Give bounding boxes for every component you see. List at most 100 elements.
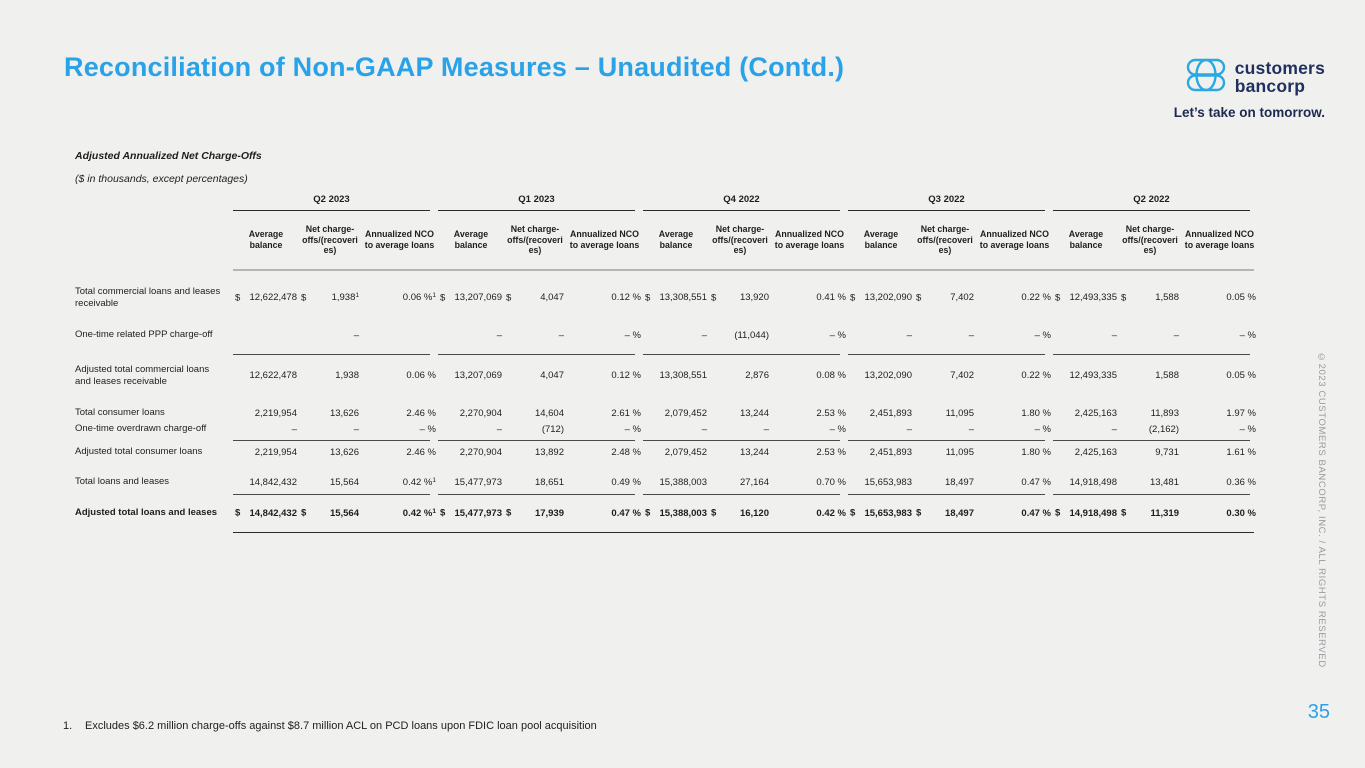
table-cell	[233, 330, 299, 341]
table-cell: $4,047	[506, 292, 564, 303]
quarter-values: – (2,162) – %	[1053, 424, 1258, 435]
quarter-values: 2,219,954 13,626 2.46 %	[233, 408, 438, 419]
dollar-sign: $	[506, 507, 512, 519]
table-cell: $17,939	[506, 507, 564, 519]
dollar-sign: $	[850, 292, 856, 303]
table-cell: $13,202,090	[850, 292, 912, 303]
row-label: Total consumer loans	[75, 407, 165, 419]
table-cell: –	[763, 423, 769, 435]
wordmark-line2: bancorp	[1234, 75, 1306, 96]
nco-table-section: Adjusted Annualized Net Charge-Offs ($ i…	[75, 150, 1260, 533]
row-label: Total loans and leases	[75, 476, 170, 488]
quarter-values: $15,653,983 $18,497 0.47 %	[848, 508, 1053, 519]
table-cell: –	[558, 329, 564, 341]
table-cell: 0.42 %1	[402, 507, 436, 519]
table-cell: –	[701, 329, 707, 341]
quarter-values: $13,202,090 $7,402 0.22 %	[848, 292, 1053, 303]
quarter-values: $15,388,003 $16,120 0.42 %	[643, 508, 848, 519]
table-cell: 0.12 %	[611, 370, 641, 381]
table-cell: 14,604	[534, 407, 564, 419]
quarter-values: 2,270,904 14,604 2.61 %	[438, 408, 643, 419]
table-cell: $15,477,973	[440, 507, 502, 519]
table-row: One-time related PPP charge-off – – – – % – (1…	[75, 319, 1260, 351]
table-cell: 2,079,452	[664, 446, 707, 458]
company-wordmark: customers bancorp	[1234, 57, 1325, 96]
table-cell: 2,270,904	[459, 407, 502, 419]
dollar-sign: $	[1121, 292, 1127, 303]
table-row: Adjusted total commercial loans and leas…	[75, 358, 1260, 393]
dollar-sign: $	[1055, 507, 1061, 519]
quarter-values: 15,477,973 18,651 0.49 %	[438, 477, 643, 488]
dollar-sign: $	[850, 507, 856, 519]
table-cell: –	[968, 423, 974, 435]
column-header: Annualized NCO to average loans	[774, 229, 845, 250]
quarter-label: Q3 2022	[848, 192, 1045, 211]
table-cell: 1.61 %	[1226, 446, 1256, 458]
table-cell: 13,207,069	[454, 370, 502, 381]
quarter-label: Q4 2022	[643, 192, 840, 211]
table-cell: 9,731	[1155, 446, 1179, 458]
column-header: Annualized NCO to average loans	[979, 229, 1050, 250]
quarter-values: – (712) – %	[438, 424, 643, 435]
dollar-sign: $	[1121, 507, 1127, 519]
table-cell: 0.36 %	[1226, 476, 1256, 488]
table-cell: –	[701, 423, 707, 435]
table-cell: –	[1173, 329, 1179, 341]
table-cell: –	[353, 329, 359, 341]
quarter-values: – (11,044) – %	[643, 330, 848, 341]
table-cell: 7,402	[950, 370, 974, 381]
quarter-values: 12,622,478 1,938 0.06 %	[233, 370, 438, 381]
table-cell: 0.05 %	[1226, 292, 1256, 303]
table-units-note: ($ in thousands, except percentages)	[75, 173, 248, 185]
dollar-sign: $	[711, 507, 717, 519]
table-cell: – %	[1239, 423, 1256, 435]
dollar-sign: $	[506, 292, 512, 303]
table-row: Adjusted total consumer loans 2,219,954 13…	[75, 444, 1260, 460]
table-cell: 2.61 %	[611, 407, 641, 419]
table-cell: 13,244	[739, 446, 769, 458]
table-cell: 13,892	[534, 446, 564, 458]
table-cell: $15,653,983	[850, 507, 912, 519]
quarter-values: $14,842,432 $15,564 0.42 %1	[233, 508, 438, 519]
column-header: Net charge-offs/(recoveries)	[1122, 223, 1178, 256]
table-cell: –	[1111, 423, 1117, 435]
copyright-vertical-text: ©2023 CUSTOMERS BANCORP, INC. / ALL RIGH…	[1316, 352, 1327, 668]
table-cell: 1.80 %	[1021, 407, 1051, 419]
wordmark-line1: customers	[1234, 57, 1325, 78]
table-row: Total commercial loans and leases receiv…	[75, 280, 1260, 315]
column-header: Annualized NCO to average loans	[1184, 229, 1255, 250]
table-cell: 0.41 %	[816, 292, 846, 303]
quarter-values: 2,219,954 13,626 2.46 %	[233, 447, 438, 458]
quarter-values: $13,207,069 $4,047 0.12 %	[438, 292, 643, 303]
dollar-sign: $	[235, 507, 241, 519]
dollar-sign: $	[301, 507, 307, 519]
table-cell: 0.06 %	[406, 370, 436, 381]
quarter-values: – – – %	[643, 424, 848, 435]
quarter-values: 2,451,893 11,095 1.80 %	[848, 408, 1053, 419]
table-cell: 13,626	[329, 407, 359, 419]
table-cell: $13,308,551	[645, 292, 707, 303]
table-cell: 2.48 %	[611, 446, 641, 458]
dollar-sign: $	[645, 507, 651, 519]
quarter-subheaders: Average balance Net charge-offs/(recoveri…	[233, 211, 438, 269]
table-cell: 13,202,090	[864, 370, 912, 381]
table-cell: (712)	[541, 423, 564, 435]
column-header: Net charge-offs/(recoveries)	[507, 223, 563, 256]
table-cell: 1,588	[1155, 370, 1179, 381]
column-header: Average balance	[248, 229, 284, 250]
quarter-values: –	[233, 330, 438, 341]
table-cell: –	[1111, 329, 1117, 341]
quarter-values: – – – %	[438, 330, 643, 341]
page-number: 35	[1307, 701, 1330, 723]
table-cell: 2,425,163	[1074, 446, 1117, 458]
footnote-number: 1.	[63, 720, 73, 732]
column-header: Average balance	[1068, 229, 1104, 250]
customers-bancorp-logo-icon	[1186, 58, 1226, 97]
quarter-subheaders: Average balance Net charge-offs/(recoveri…	[848, 211, 1053, 269]
dollar-sign: $	[1055, 292, 1061, 303]
table-row: Total loans and leases 14,842,432 15,564 0.…	[75, 473, 1260, 491]
table-cell: – %	[1034, 329, 1051, 341]
quarter-values: – – – %	[233, 424, 438, 435]
quarter-values: 13,308,551 2,876 0.08 %	[643, 370, 848, 381]
table-row: Total consumer loans 2,219,954 13,626 2.46 …	[75, 405, 1260, 421]
